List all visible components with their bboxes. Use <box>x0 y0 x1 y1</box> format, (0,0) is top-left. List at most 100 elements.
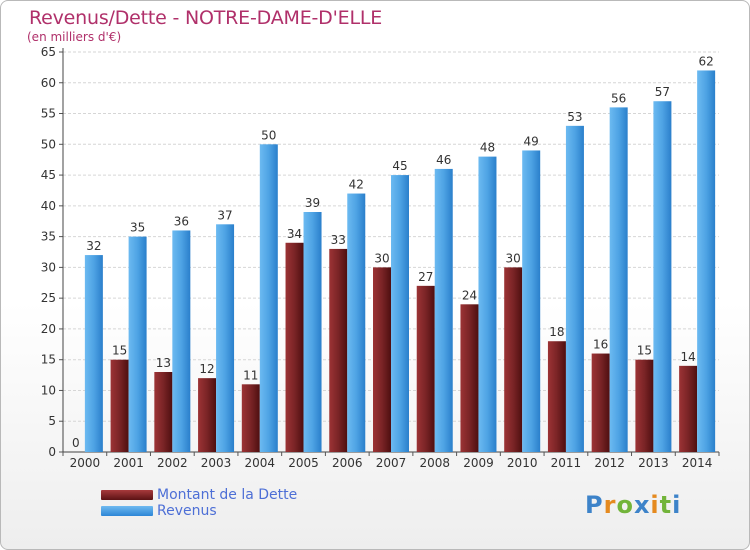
data-label-debt-2001: 15 <box>112 344 127 358</box>
bar-debt-2012 <box>591 353 610 452</box>
data-label-debt-2002: 13 <box>156 356 171 370</box>
data-label-debt-2000: 0 <box>72 436 80 450</box>
bar-revenue-2007 <box>391 175 409 453</box>
y-tick-label: 5 <box>48 414 56 428</box>
x-tick-label: 2001 <box>113 456 144 470</box>
bar-revenue-2005 <box>303 212 322 452</box>
legend-label-debt: Montant de la Dette <box>157 487 298 503</box>
y-tick-label: 20 <box>41 322 56 336</box>
bar-revenue-2010 <box>522 150 541 452</box>
bar-debt-2014 <box>679 365 698 452</box>
bar-revenue-2000 <box>84 255 103 452</box>
bar-revenue-2013 <box>653 101 672 452</box>
bar-debt-2010 <box>504 267 523 452</box>
bar-revenue-2014 <box>697 70 716 452</box>
bar-revenue-2001 <box>128 236 147 452</box>
data-label-debt-2007: 30 <box>374 251 389 265</box>
data-label-debt-2011: 18 <box>549 325 564 339</box>
logo-letter: t <box>659 491 673 519</box>
data-label-revenue-2000: 32 <box>86 239 101 253</box>
legend-label-revenue: Revenus <box>157 503 217 519</box>
y-tick-label: 45 <box>41 168 56 182</box>
x-tick-label: 2004 <box>245 456 276 470</box>
bar-revenue-2004 <box>259 144 278 453</box>
data-label-revenue-2004: 50 <box>261 128 276 142</box>
logo-letter: x <box>633 491 651 519</box>
legend-swatch-debt <box>101 490 153 500</box>
y-tick-label: 25 <box>41 291 56 305</box>
data-label-revenue-2013: 57 <box>655 85 670 99</box>
logo-letter: r <box>603 491 617 519</box>
data-label-debt-2010: 30 <box>506 251 521 265</box>
data-label-revenue-2007: 45 <box>392 159 407 173</box>
data-label-revenue-2008: 46 <box>436 153 451 167</box>
data-label-debt-2005: 34 <box>287 227 302 241</box>
x-tick-label: 2012 <box>594 456 625 470</box>
chart-subtitle: (en milliers d'€) <box>27 30 122 44</box>
data-label-debt-2012: 16 <box>593 338 608 352</box>
logo-letter: i <box>650 491 660 519</box>
y-tick-label: 35 <box>41 230 56 244</box>
data-label-revenue-2006: 42 <box>349 178 364 192</box>
x-tick-label: 2010 <box>507 456 538 470</box>
y-tick-label: 65 <box>41 45 56 59</box>
data-label-revenue-2009: 48 <box>480 141 495 155</box>
x-tick-label: 2006 <box>332 456 363 470</box>
data-label-revenue-2010: 49 <box>524 134 539 148</box>
data-label-debt-2009: 24 <box>462 288 477 302</box>
bar-debt-2009 <box>460 304 479 452</box>
logo-letter: i <box>672 491 682 519</box>
bar-revenue-2008 <box>434 168 453 452</box>
x-tick-label: 2007 <box>376 456 407 470</box>
data-label-debt-2006: 33 <box>331 233 346 247</box>
data-label-revenue-2003: 37 <box>217 208 232 222</box>
bar-debt-2008 <box>416 285 435 452</box>
bar-revenue-2009 <box>478 156 497 452</box>
x-tick-label: 2002 <box>157 456 188 470</box>
data-label-revenue-2011: 53 <box>567 110 582 124</box>
bar-debt-2002 <box>154 372 173 452</box>
logo-letter: P <box>585 491 604 519</box>
bar-debt-2011 <box>547 341 566 452</box>
y-tick-label: 60 <box>41 76 56 90</box>
y-tick-label: 10 <box>41 383 56 397</box>
bar-debt-2003 <box>198 378 217 452</box>
bar-debt-2007 <box>373 267 391 452</box>
data-label-revenue-2012: 56 <box>611 91 626 105</box>
y-tick-label: 15 <box>41 353 56 367</box>
data-label-revenue-2001: 35 <box>130 221 145 235</box>
logo-letter: o <box>616 491 634 519</box>
x-tick-label: 2005 <box>288 456 319 470</box>
bar-debt-2005 <box>285 242 304 452</box>
bar-revenue-2011 <box>565 125 584 452</box>
x-tick-label: 2014 <box>682 456 713 470</box>
x-tick-label: 2000 <box>70 456 101 470</box>
bar-revenue-2003 <box>216 224 235 452</box>
y-tick-label: 30 <box>41 260 56 274</box>
chart-title: Revenus/Dette - NOTRE-DAME-D'ELLE <box>29 7 383 29</box>
proxiti-logo: Proxiti <box>585 491 681 519</box>
data-label-debt-2014: 14 <box>680 350 695 364</box>
bar-debt-2004 <box>241 384 260 452</box>
data-label-debt-2003: 12 <box>199 362 214 376</box>
x-tick-label: 2009 <box>463 456 494 470</box>
data-label-debt-2008: 27 <box>418 270 433 284</box>
data-label-debt-2013: 15 <box>637 344 652 358</box>
bar-debt-2006 <box>329 248 348 452</box>
bar-revenue-2002 <box>172 230 191 452</box>
y-tick-label: 55 <box>41 107 56 121</box>
y-tick-label: 50 <box>41 137 56 151</box>
bar-revenue-2006 <box>347 193 366 453</box>
x-tick-label: 2011 <box>551 456 582 470</box>
data-label-revenue-2014: 62 <box>698 54 713 68</box>
x-tick-label: 2008 <box>419 456 450 470</box>
x-tick-label: 2013 <box>638 456 669 470</box>
data-label-revenue-2005: 39 <box>305 196 320 210</box>
data-label-revenue-2002: 36 <box>174 214 189 228</box>
bar-revenue-2012 <box>609 107 628 452</box>
x-tick-label: 2003 <box>201 456 232 470</box>
y-tick-label: 0 <box>48 445 56 459</box>
y-tick-label: 40 <box>41 199 56 213</box>
